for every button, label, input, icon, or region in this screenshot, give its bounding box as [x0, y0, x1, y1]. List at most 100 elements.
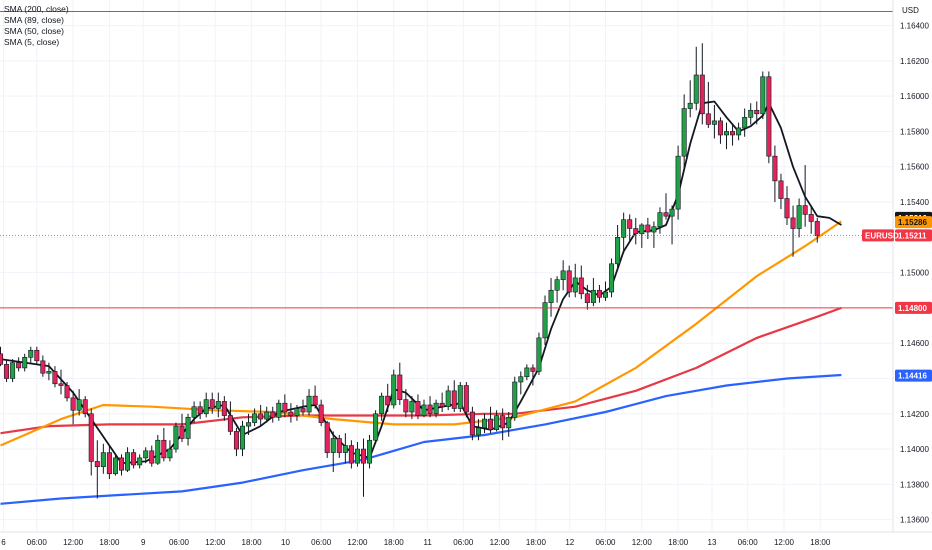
candle-up: [494, 410, 500, 432]
candle-down: [94, 440, 100, 499]
candle-body: [790, 217, 796, 229]
time-tick-label: 18:00: [526, 538, 547, 547]
candle-down: [627, 214, 633, 241]
candle-body: [94, 461, 100, 468]
price-tick-label: 1.14600: [900, 339, 929, 348]
candle-down: [34, 346, 40, 365]
price-badge: 1.15286: [895, 216, 932, 229]
candle-body: [385, 395, 391, 406]
candle-up: [609, 258, 615, 298]
candle-body: [687, 102, 693, 109]
candle-body: [4, 364, 10, 379]
legend-sma-50[interactable]: SMA (50, close): [4, 26, 64, 36]
candle-up: [185, 413, 191, 446]
price-badge-box: [895, 216, 932, 229]
time-tick-label: 13: [708, 538, 717, 547]
candle-body: [354, 448, 360, 464]
candle-body: [554, 279, 560, 291]
candle-down: [663, 193, 669, 220]
candle-body: [699, 74, 705, 115]
candle-body: [730, 131, 736, 136]
symbol-badge-box: [862, 229, 894, 242]
candle-up: [342, 433, 348, 464]
candle-body: [572, 277, 578, 293]
candle-body: [191, 406, 197, 418]
time-tick-label: 11: [423, 538, 432, 547]
candle-body: [409, 401, 415, 413]
candle-down: [131, 449, 137, 469]
indicator-legend[interactable]: SMA (200, close) SMA (89, close) SMA (50…: [4, 4, 69, 48]
candle-body: [602, 291, 608, 298]
candles: [0, 43, 820, 499]
candle-body: [615, 237, 621, 265]
legend-sma-200[interactable]: SMA (200, close): [4, 4, 69, 14]
candle-down: [500, 408, 506, 441]
candle-body: [203, 399, 209, 415]
candle-body: [596, 289, 602, 298]
candle-body: [542, 302, 548, 339]
candle-up: [191, 401, 197, 423]
price-badge-box: [895, 229, 932, 242]
candle-body: [481, 418, 487, 429]
price-badge-value: 1.14800: [898, 304, 927, 313]
candle-body: [367, 439, 373, 464]
candle-up: [22, 353, 28, 372]
time-axis[interactable]: 6 06:00 12:00 18:00 9 06:00 12:00 18:00 10 06:00 1…: [1, 538, 831, 547]
time-tick-label: 9: [141, 538, 146, 547]
candle-body: [318, 404, 324, 423]
time-tick-label: 06:00: [311, 538, 332, 547]
candle-body: [34, 349, 40, 362]
candle-down: [300, 399, 306, 416]
candle-up: [367, 434, 373, 469]
candle-body: [270, 411, 276, 418]
horizontal-lines[interactable]: [0, 10, 893, 309]
candle-body: [76, 399, 82, 411]
price-badge-box: [895, 301, 932, 314]
candle-body: [28, 349, 34, 358]
legend-sma-5[interactable]: SMA (5, close): [4, 37, 60, 47]
candle-body: [240, 425, 246, 450]
time-tick-label: 12: [565, 538, 574, 547]
candle-body: [221, 401, 227, 416]
candle-body: [711, 120, 717, 125]
candle-body: [294, 408, 300, 416]
price-badge-value: 1.15211: [898, 231, 927, 240]
candle-up: [475, 419, 481, 441]
candle-down: [179, 413, 185, 443]
candle-body: [324, 422, 330, 453]
sma-line-200: [0, 373, 842, 505]
candle-body: [149, 450, 155, 464]
candle-body: [161, 439, 167, 459]
candle-body: [621, 219, 627, 238]
candle-body: [306, 395, 312, 413]
candle-body: [457, 385, 463, 409]
candle-down: [802, 164, 808, 227]
candle-body: [802, 205, 808, 215]
candle-up: [711, 104, 717, 139]
candle-body: [421, 404, 427, 416]
legend-sma-89[interactable]: SMA (89, close): [4, 15, 64, 25]
candle-down: [730, 124, 736, 146]
candle-down: [258, 404, 264, 427]
candle-up: [246, 413, 252, 435]
candle-up: [687, 80, 693, 118]
candle-up: [572, 263, 578, 298]
candle-down: [209, 392, 215, 414]
candle-body: [427, 404, 433, 415]
candle-body: [119, 457, 125, 471]
candle-up: [215, 392, 221, 418]
candle-up: [723, 122, 729, 150]
candle-body: [814, 221, 820, 236]
candle-down: [397, 362, 403, 405]
candle-up: [354, 442, 360, 467]
candle-body: [488, 418, 494, 430]
price-axis[interactable]: 1.16400 1.16200 1.16000 1.15800 1.15600 1.154…: [900, 22, 929, 525]
candle-body: [754, 109, 760, 115]
time-tick-label: 18:00: [668, 538, 689, 547]
candle-up: [651, 221, 657, 248]
candle-up: [46, 362, 52, 381]
candle-body: [403, 399, 409, 413]
candle-body: [131, 452, 137, 466]
candle-down: [488, 406, 494, 434]
